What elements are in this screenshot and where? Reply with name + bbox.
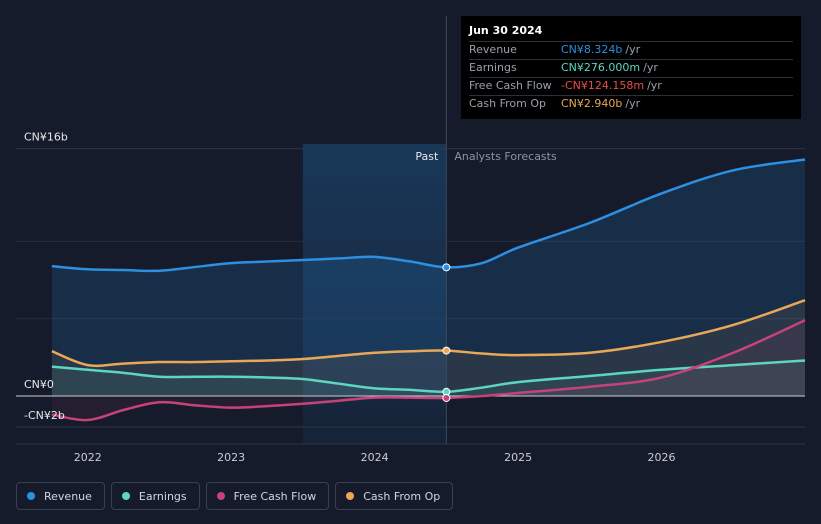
legend-label: Cash From Op	[363, 489, 441, 503]
tooltip: Jun 30 2024 Revenue CN¥8.324b /yr Earnin…	[461, 16, 801, 119]
legend-label: Free Cash Flow	[233, 489, 317, 503]
chart-legend: Revenue Earnings Free Cash Flow Cash Fro…	[16, 482, 454, 510]
marker-cash-from-op	[442, 346, 451, 355]
forecast-label: Analysts Forecasts	[454, 150, 557, 163]
tooltip-label: Free Cash Flow	[469, 79, 552, 92]
marker-free-cash-flow	[442, 393, 451, 402]
legend-item-cash-from-op[interactable]: Cash From Op	[335, 482, 454, 510]
tooltip-label: Revenue	[469, 43, 517, 56]
tooltip-unit: /yr	[647, 79, 662, 92]
area-free-cash-flow	[51, 320, 805, 421]
series-line-revenue	[51, 158, 806, 273]
area-earnings	[51, 360, 805, 397]
legend-label: Revenue	[44, 489, 92, 503]
past-shade	[302, 144, 447, 444]
tooltip-date: Jun 30 2024	[469, 24, 543, 37]
area-revenue	[51, 159, 805, 397]
tooltip-row-free-cash-flow: Free Cash Flow -CN¥124.158m /yr	[469, 77, 793, 95]
x-tick-label: 2023	[217, 451, 245, 464]
x-tick-label: 2024	[361, 451, 389, 464]
tooltip-label: Cash From Op	[469, 97, 547, 110]
legend-item-revenue[interactable]: Revenue	[16, 482, 105, 510]
tooltip-label: Earnings	[469, 61, 517, 74]
tooltip-value: -CN¥124.158m	[561, 79, 645, 92]
legend-dot-icon	[121, 492, 130, 500]
tooltip-unit: /yr	[625, 97, 641, 110]
tooltip-row-earnings: Earnings CN¥276.000m /yr	[469, 59, 793, 77]
legend-dot-icon	[346, 492, 355, 500]
tooltip-unit: /yr	[643, 61, 658, 74]
series-line-free-cash-flow	[51, 319, 806, 422]
tooltip-row-cash-from-op: Cash From Op CN¥2.940b /yr	[469, 95, 793, 113]
legend-dot-icon	[27, 492, 35, 500]
legend-label: Earnings	[138, 489, 187, 503]
series-line-cash-from-op	[51, 299, 806, 368]
x-tick-label: 2026	[648, 451, 676, 464]
tooltip-row-revenue: Revenue CN¥8.324b /yr	[469, 41, 793, 59]
area-cash-from-op	[51, 300, 805, 397]
tooltip-value: CN¥276.000m	[561, 61, 641, 74]
y-tick-label: CN¥16b	[24, 131, 68, 144]
x-tick-label: 2022	[74, 451, 102, 464]
legend-item-earnings[interactable]: Earnings	[110, 482, 200, 510]
tooltip-value: CN¥2.940b	[561, 97, 623, 110]
legend-dot-icon	[216, 492, 225, 500]
tooltip-value: CN¥8.324b	[561, 43, 623, 56]
chart-plot: CN¥16b CN¥0 -CN¥2b 2022 2023 2024 2025 2026 Past…	[16, 16, 806, 464]
y-tick-label: CN¥0	[24, 378, 54, 391]
marker-revenue	[442, 263, 451, 272]
series-line-earnings	[51, 359, 806, 394]
x-tick-label: 2025	[504, 451, 532, 464]
y-tick-label: -CN¥2b	[24, 409, 65, 422]
legend-item-free-cash-flow[interactable]: Free Cash Flow	[205, 482, 330, 510]
tooltip-unit: /yr	[625, 43, 641, 56]
past-label: Past	[415, 150, 439, 163]
